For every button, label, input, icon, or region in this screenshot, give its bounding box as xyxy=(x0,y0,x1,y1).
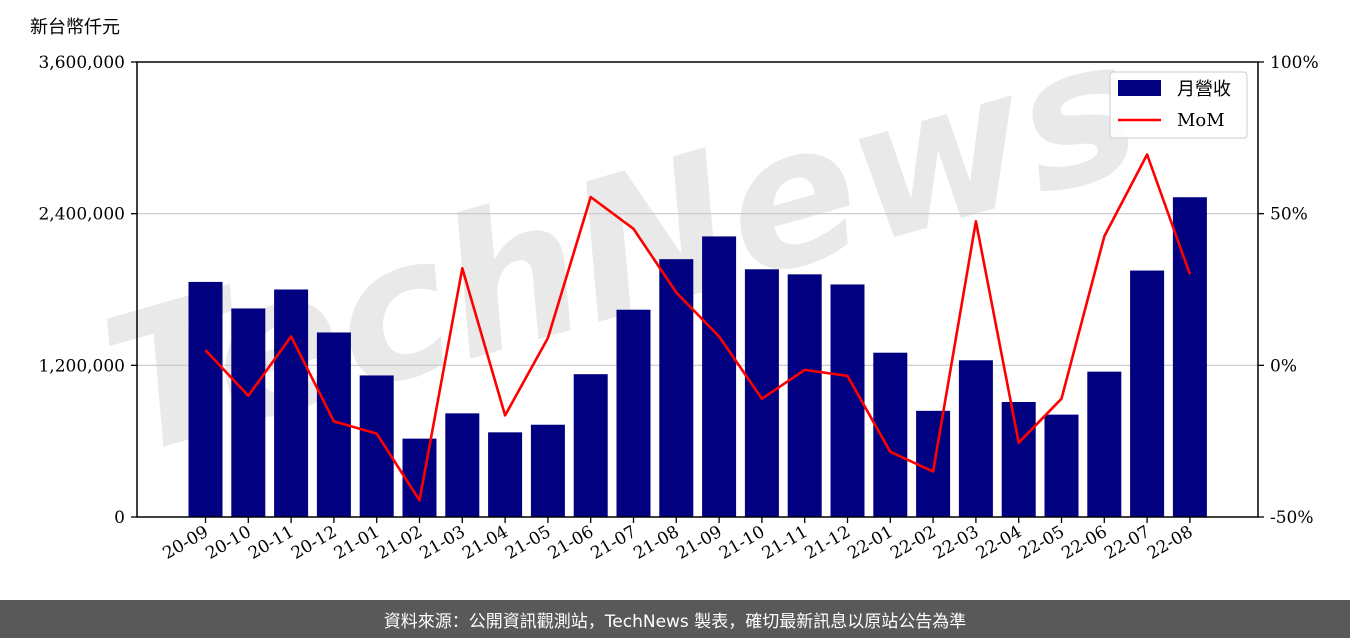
x-tick-label: 22-03 xyxy=(930,522,982,564)
x-tick-label: 21-03 xyxy=(416,522,468,564)
bar-21-07 xyxy=(616,309,651,517)
bar-22-01 xyxy=(873,352,908,517)
bar-21-03 xyxy=(445,413,480,517)
x-tick-label: 22-05 xyxy=(1016,522,1068,564)
mom-line-layer xyxy=(204,153,1192,502)
x-tick-label: 21-09 xyxy=(673,522,725,564)
bar-22-04 xyxy=(1001,401,1036,517)
bar-21-01 xyxy=(359,375,394,517)
x-tick-label: 22-04 xyxy=(973,522,1025,564)
bar-21-05 xyxy=(530,424,565,517)
x-tick-label: 20-12 xyxy=(288,522,340,564)
chart: TechNews 01,200,0002,400,0003,600,000-50… xyxy=(30,0,1319,564)
right-tick-label: 0% xyxy=(1270,356,1297,376)
x-tick-label: 21-05 xyxy=(502,522,554,564)
left-tick-label: 2,400,000 xyxy=(38,205,125,225)
x-tick-label: 21-04 xyxy=(459,522,511,564)
right-tick-label: 50% xyxy=(1270,205,1308,225)
bar-22-07 xyxy=(1130,270,1165,517)
legend-swatch-bar xyxy=(1118,80,1161,96)
bar-20-11 xyxy=(274,289,309,517)
x-tick-label: 21-11 xyxy=(759,522,811,564)
left-tick-label: 3,600,000 xyxy=(38,53,125,73)
bar-21-08 xyxy=(659,259,694,517)
x-tick-label: 20-11 xyxy=(245,522,297,564)
plot-frame xyxy=(136,61,1259,518)
x-tick-label: 21-07 xyxy=(588,522,640,564)
legend-label-revenue: 月營收 xyxy=(1177,79,1231,100)
x-tick-label: 22-08 xyxy=(1144,522,1196,564)
bar-22-06 xyxy=(1087,371,1122,517)
x-tick-label: 21-06 xyxy=(545,522,597,564)
right-tick-label: 100% xyxy=(1270,53,1319,73)
left-tick-label: 1,200,000 xyxy=(38,356,125,376)
revenue-bars xyxy=(188,197,1207,517)
left-tick-label: 0 xyxy=(114,508,125,528)
bar-21-06 xyxy=(573,374,608,517)
x-tick-label: 21-08 xyxy=(630,522,682,564)
bar-20-10 xyxy=(231,308,266,517)
x-tick-label: 22-02 xyxy=(887,522,939,564)
x-tick-label: 22-01 xyxy=(844,522,896,564)
x-tick-label: 22-07 xyxy=(1101,522,1153,564)
bar-21-09 xyxy=(702,236,737,517)
x-tick-label: 21-02 xyxy=(374,522,426,564)
bar-22-03 xyxy=(958,360,993,517)
x-tick-label: 21-12 xyxy=(802,522,854,564)
bar-21-04 xyxy=(488,432,523,517)
x-tick-label: 22-06 xyxy=(1058,522,1110,564)
bar-21-11 xyxy=(787,274,822,517)
bar-21-12 xyxy=(830,284,865,517)
bar-21-02 xyxy=(402,438,437,517)
bar-21-10 xyxy=(744,269,779,517)
source-footer: 資料來源：公開資訊觀測站，TechNews 製表，確切最新訊息以原站公告為準 xyxy=(0,600,1350,638)
bar-22-08 xyxy=(1172,197,1207,517)
bar-20-09 xyxy=(188,281,223,517)
x-tick-label: 21-01 xyxy=(331,522,383,564)
x-tick-label: 20-09 xyxy=(160,522,212,564)
right-tick-label: -50% xyxy=(1270,508,1314,528)
y-axis-label: 新台幣仟元 xyxy=(30,17,120,38)
legend-label-mom: MoM xyxy=(1177,110,1225,131)
bar-22-05 xyxy=(1044,414,1079,517)
mom-line xyxy=(204,153,1192,502)
x-tick-label: 21-10 xyxy=(716,522,768,564)
legend: 月營收 MoM xyxy=(1109,71,1248,139)
x-tick-label: 20-10 xyxy=(202,522,254,564)
